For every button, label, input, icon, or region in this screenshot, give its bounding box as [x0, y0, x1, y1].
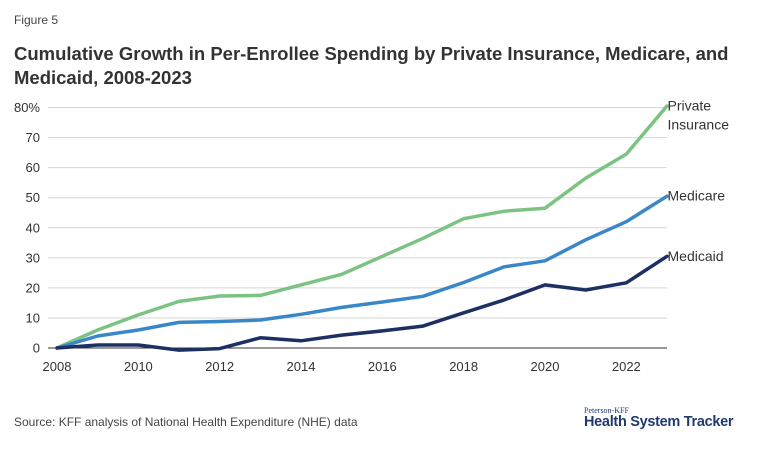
y-tick-label: 20 — [26, 280, 40, 295]
series-line-private-insurance — [55, 104, 669, 350]
brand-logo: Peterson-KFF Health System Tracker — [584, 406, 734, 430]
y-tick-label: 0 — [33, 341, 40, 356]
series-label-medicaid: Medicaid — [668, 248, 724, 264]
x-axis-ticks: 2008 2010 2012 2014 2016 2018 2020 2022 — [43, 359, 641, 374]
chart-title: Cumulative Growth in Per-Enrollee Spendi… — [14, 43, 729, 88]
x-tick-label: 2018 — [449, 359, 478, 374]
y-tick-label: 80% — [14, 100, 40, 115]
series-label-medicare: Medicare — [668, 188, 726, 204]
brand-small-text: Peterson-KFF — [584, 406, 629, 415]
x-tick-label: 2016 — [368, 359, 397, 374]
gridlines — [48, 107, 667, 349]
y-tick-label: 60 — [26, 160, 40, 175]
series-label-private-insurance: Insurance — [668, 116, 730, 132]
brand-big-text: Health System Tracker — [584, 414, 734, 430]
y-axis-ticks: 0 10 20 30 40 50 60 70 80% — [14, 100, 40, 356]
series-label-private-insurance: Private — [668, 97, 712, 113]
y-tick-label: 30 — [26, 250, 40, 265]
x-tick-label: 2020 — [531, 359, 560, 374]
x-tick-label: 2010 — [124, 359, 153, 374]
source-note: Source: KFF analysis of National Health … — [14, 415, 358, 429]
y-tick-label: 10 — [26, 310, 40, 325]
series-labels: Private Insurance Medicare Medicaid — [668, 97, 730, 263]
y-tick-label: 40 — [26, 220, 40, 235]
y-tick-label: 70 — [26, 130, 40, 145]
x-tick-label: 2008 — [43, 359, 72, 374]
x-tick-label: 2012 — [205, 359, 234, 374]
figure-label: Figure 5 — [14, 13, 59, 27]
series-line-medicaid — [55, 254, 669, 352]
series-line-medicare — [55, 194, 669, 350]
x-tick-label: 2022 — [612, 359, 641, 374]
series-lines — [55, 104, 669, 352]
y-tick-label: 50 — [26, 190, 40, 205]
x-tick-label: 2014 — [287, 359, 316, 374]
